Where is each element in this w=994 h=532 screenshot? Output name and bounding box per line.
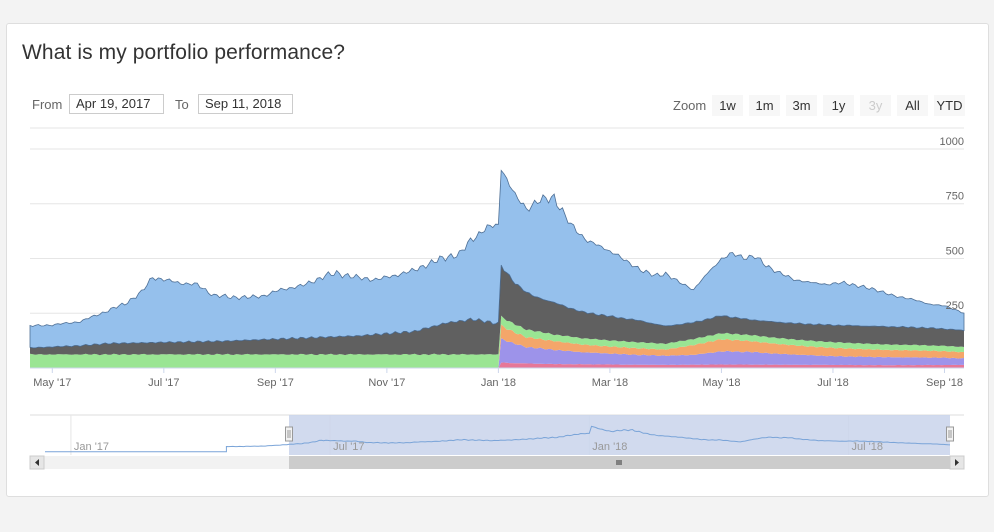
from-label: From	[32, 97, 63, 112]
series-area-pink[interactable]	[30, 362, 964, 369]
navigator-tick-label: Jul '18	[851, 441, 882, 453]
series-area-dark[interactable]	[30, 265, 964, 356]
chart-title: What is my portfolio performance?	[22, 41, 346, 64]
series-area-green[interactable]	[30, 315, 964, 368]
zoom-all-button[interactable]: All	[897, 95, 928, 116]
x-tick-label: Jan '18	[481, 377, 516, 389]
left-handle-box[interactable]	[285, 426, 293, 442]
x-tick-label: Sep '17	[257, 377, 294, 389]
y-tick-label: 250	[946, 300, 964, 312]
from-date-input[interactable]: Apr 19, 2017	[69, 94, 164, 114]
x-tick-label: Nov '17	[368, 377, 405, 389]
x-tick-label: Sep '18	[926, 377, 963, 389]
navigator-tick-label: Jan '17	[74, 441, 109, 453]
to-label: To	[175, 97, 189, 112]
y-tick-label: 500	[946, 245, 964, 257]
y-tick-label: 1000	[940, 136, 964, 148]
zoom-label: Zoom	[673, 98, 707, 113]
scroll-left-arrow-icon	[35, 459, 39, 466]
y-tick-label: 750	[946, 191, 964, 203]
navigator-series-line	[45, 425, 951, 453]
scroll-right-arrow-icon	[955, 459, 959, 466]
zoom-1w-button[interactable]: 1w	[712, 95, 743, 116]
navigator-labels: Jan '17 Jul '17 Jan '18 Jul '18	[74, 441, 883, 453]
navigator-left-handle[interactable]	[285, 426, 293, 442]
zoom-3m-button[interactable]: 3m	[786, 95, 817, 116]
navigator-tick-label: Jul '17	[333, 441, 364, 453]
x-tick-label: Jul '17	[148, 377, 179, 389]
series-area-orange[interactable]	[30, 324, 964, 368]
navigator-right-handle[interactable]	[946, 426, 954, 442]
right-handle-box[interactable]	[946, 426, 954, 442]
zoom-ytd-button[interactable]: YTD	[934, 95, 965, 116]
x-axis-labels: May '17 Jul '17 Sep '17 Nov '17 Jan '18 Mar '…	[33, 368, 963, 389]
series-areas	[29, 169, 965, 369]
scrollbar[interactable]	[29, 455, 965, 470]
x-tick-label: Jul '18	[817, 377, 848, 389]
navigator-selection[interactable]	[289, 415, 950, 455]
y-axis-labels: 250 500 750 1000	[940, 136, 964, 312]
zoom-1y-button[interactable]: 1y	[823, 95, 854, 116]
zoom-1m-button[interactable]: 1m	[749, 95, 780, 116]
series-area-total[interactable]	[29, 169, 965, 349]
to-date-input[interactable]: Sep 11, 2018	[198, 94, 293, 114]
navigator-tick-label: Jan '18	[592, 441, 627, 453]
x-tick-label: Mar '18	[592, 377, 628, 389]
x-tick-label: May '18	[702, 377, 740, 389]
zoom-3y-button: 3y	[860, 95, 891, 116]
series-area-purple[interactable]	[30, 338, 964, 368]
navigator: Jan '17 Jul '17 Jan '18 Jul '18	[30, 414, 964, 455]
x-tick-label: May '17	[33, 377, 71, 389]
